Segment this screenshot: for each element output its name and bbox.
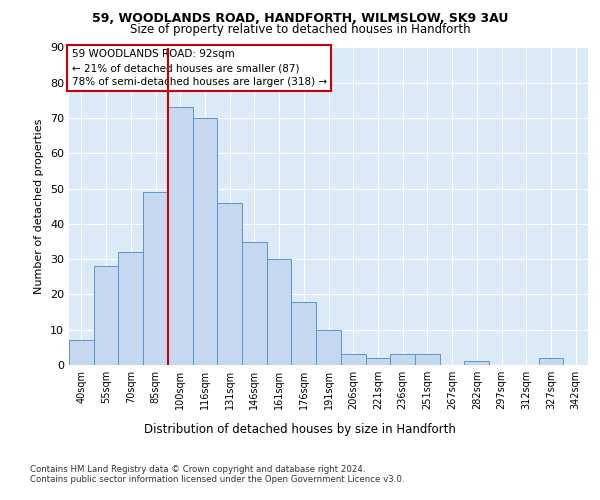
Bar: [539, 358, 563, 365]
Bar: [464, 362, 489, 365]
Bar: [415, 354, 440, 365]
Text: Distribution of detached houses by size in Handforth: Distribution of detached houses by size …: [144, 422, 456, 436]
Text: Size of property relative to detached houses in Handforth: Size of property relative to detached ho…: [130, 22, 470, 36]
Bar: [242, 242, 267, 365]
Bar: [168, 108, 193, 365]
Text: Contains HM Land Registry data © Crown copyright and database right 2024.: Contains HM Land Registry data © Crown c…: [30, 465, 365, 474]
Bar: [143, 192, 168, 365]
Y-axis label: Number of detached properties: Number of detached properties: [34, 118, 44, 294]
Bar: [69, 340, 94, 365]
Bar: [193, 118, 217, 365]
Text: Contains public sector information licensed under the Open Government Licence v3: Contains public sector information licen…: [30, 475, 404, 484]
Bar: [341, 354, 365, 365]
Text: 59 WOODLANDS ROAD: 92sqm
← 21% of detached houses are smaller (87)
78% of semi-d: 59 WOODLANDS ROAD: 92sqm ← 21% of detach…: [71, 49, 327, 87]
Text: 59, WOODLANDS ROAD, HANDFORTH, WILMSLOW, SK9 3AU: 59, WOODLANDS ROAD, HANDFORTH, WILMSLOW,…: [92, 12, 508, 26]
Bar: [390, 354, 415, 365]
Bar: [365, 358, 390, 365]
Bar: [217, 202, 242, 365]
Bar: [94, 266, 118, 365]
Bar: [316, 330, 341, 365]
Bar: [292, 302, 316, 365]
Bar: [267, 259, 292, 365]
Bar: [118, 252, 143, 365]
